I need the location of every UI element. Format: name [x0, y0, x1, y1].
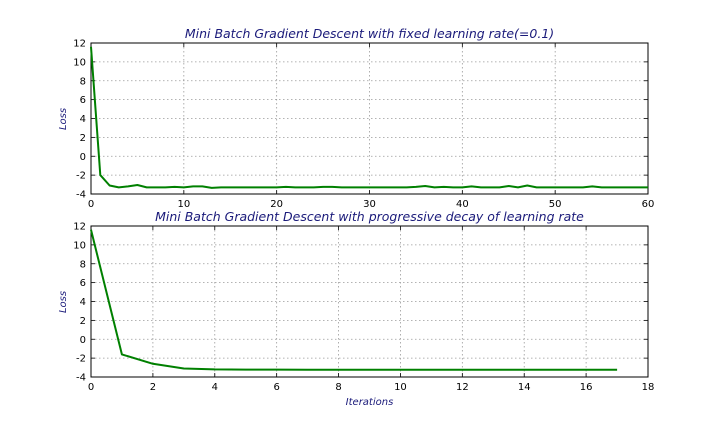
- y-tick-label: 4: [80, 297, 86, 308]
- x-tick-label: 30: [363, 199, 376, 210]
- x-tick-label: 12: [456, 382, 469, 393]
- y-tick-label: 10: [73, 57, 86, 68]
- y-tick-label: 0: [80, 152, 86, 163]
- chart-fixed-learning-rate: Mini Batch Gradient Descent with fixed l…: [58, 26, 654, 210]
- x-tick-label: 14: [518, 382, 531, 393]
- y-tick-label: 4: [80, 114, 86, 125]
- x-tick-label: 20: [270, 199, 283, 210]
- y-tick-label: 10: [73, 240, 86, 251]
- chart-progressive-decay: Mini Batch Gradient Descent with progres…: [58, 209, 654, 408]
- y-tick-label: -4: [76, 190, 86, 201]
- loss-series-line: [90, 229, 618, 371]
- y-tick-label: 8: [80, 76, 86, 87]
- x-tick-label: 10: [394, 382, 407, 393]
- chart-title: Mini Batch Gradient Descent with fixed l…: [185, 26, 554, 41]
- grid: [91, 226, 648, 377]
- x-tick-label: 18: [642, 382, 655, 393]
- x-axis-label: Iterations: [346, 397, 394, 408]
- chart-title: Mini Batch Gradient Descent with progres…: [155, 209, 584, 224]
- axis-ticks: 0 2 4 6 8 10 12 14 16 18 12 10 8 6 4 2 0 -2 -4: [73, 222, 654, 394]
- y-tick-label: 12: [73, 39, 86, 50]
- y-tick-label: 6: [80, 278, 86, 289]
- y-tick-label: -4: [76, 373, 86, 384]
- x-tick-label: 2: [150, 382, 156, 393]
- y-axis-label: Loss: [58, 108, 69, 130]
- y-tick-label: 2: [80, 133, 86, 144]
- x-tick-label: 8: [335, 382, 341, 393]
- x-tick-label: 0: [88, 199, 94, 210]
- y-tick-label: -2: [76, 171, 86, 182]
- y-tick-label: 6: [80, 95, 86, 106]
- x-tick-label: 60: [642, 199, 655, 210]
- loss-series-line: [90, 46, 648, 189]
- x-tick-label: 40: [456, 199, 469, 210]
- y-tick-label: 2: [80, 316, 86, 327]
- y-tick-label: -2: [76, 354, 86, 365]
- y-tick-label: 8: [80, 259, 86, 270]
- x-tick-label: 0: [88, 382, 94, 393]
- x-tick-label: 50: [549, 199, 562, 210]
- y-tick-label: 0: [80, 335, 86, 346]
- y-tick-label: 12: [73, 222, 86, 233]
- x-tick-label: 4: [212, 382, 218, 393]
- x-tick-label: 10: [177, 199, 190, 210]
- x-tick-label: 16: [580, 382, 593, 393]
- y-axis-label: Loss: [58, 291, 69, 313]
- grid: [91, 43, 648, 194]
- x-tick-label: 6: [273, 382, 279, 393]
